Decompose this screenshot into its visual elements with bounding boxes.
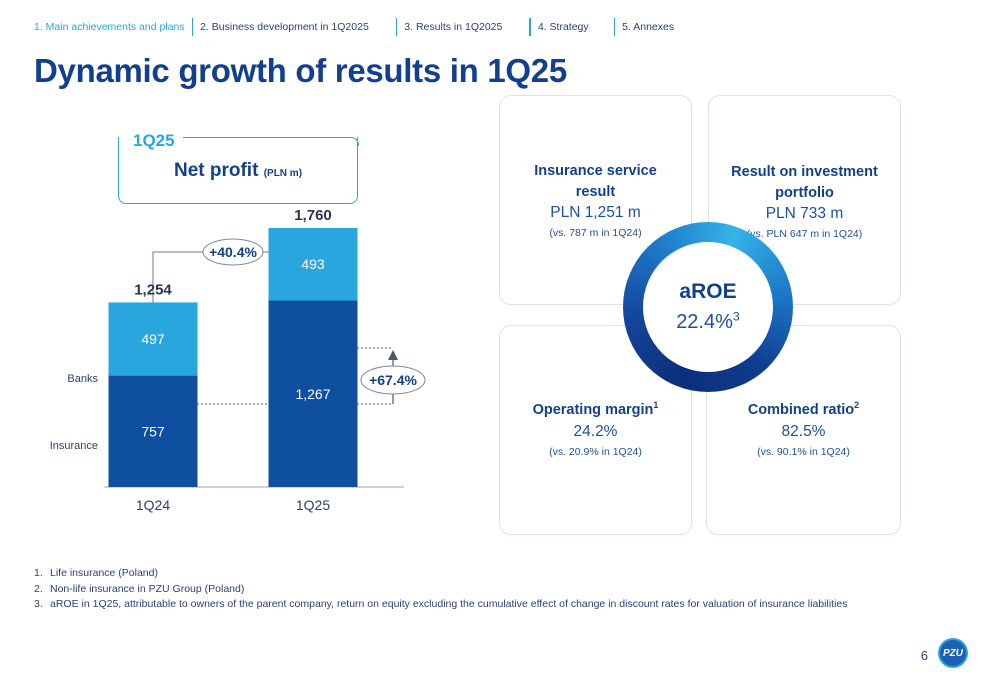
- kpi-title-combined-row: Combined ratio2: [707, 400, 900, 421]
- bar-banks-1q25: [268, 227, 358, 301]
- kpi-footnote-ref-operating: 1: [653, 400, 659, 411]
- bar-insurance-1q24: [108, 375, 198, 487]
- net-profit-header-box: [118, 137, 359, 204]
- kpi-value-insurance: PLN 1,251 m: [550, 204, 641, 221]
- pzu-logo: PZU: [938, 638, 968, 668]
- bar-insurance-1q25: [268, 300, 358, 487]
- aroe-label: aROE: [679, 280, 737, 303]
- kpi-title-operating: Operating margin: [532, 402, 654, 418]
- net-profit-title-row: Net profit (PLN m): [118, 160, 358, 182]
- net-profit-title: Net profit: [173, 160, 259, 181]
- series-label-insurance: Insurance: [50, 440, 98, 452]
- bar-value-label: 757: [141, 423, 165, 439]
- kpi-card-investment-portfolio: Result on investment portfolio PLN 733 m…: [708, 95, 901, 305]
- growth-label-total: +40.4%: [209, 244, 257, 260]
- kpi-title-insurance-line1: Insurance service: [534, 163, 657, 179]
- bar-total-label: 1,760: [294, 207, 332, 224]
- aroe-ring: aROE 22.4%3: [623, 222, 793, 392]
- nav-separator: [613, 18, 616, 36]
- footnotes-list: 1. Life insurance (Poland) 2. Non-life ins…: [34, 566, 848, 613]
- top-navigation: 1. Main achievements and plans 2. Busine…: [34, 18, 681, 36]
- kpi-card-combined-ratio: Combined ratio2 82.5% (vs. 90.1% in 1Q24…: [706, 325, 901, 535]
- footnote-item: 3. aROE in 1Q25, attributable to owners o…: [34, 597, 848, 613]
- net-profit-period: 1Q25: [133, 131, 175, 150]
- footnote-text: Life insurance (Poland): [50, 567, 158, 579]
- kpi-value-operating: 24.2%: [573, 423, 618, 440]
- footnote-item: 2. Non-life insurance in PZU Group (Polan…: [34, 582, 848, 598]
- net-profit-chart: Banks Insurance +40.4% +67.4% 757 497 1,25…: [50, 207, 426, 513]
- kpi-value-combined: 82.5%: [781, 423, 826, 440]
- kpi-value-investment: PLN 733 m: [765, 205, 844, 222]
- series-label-banks: Banks: [67, 373, 98, 385]
- bar-value-label: 497: [141, 331, 165, 347]
- nav-item-results[interactable]: 3. Results in 1Q2025: [404, 21, 503, 33]
- nav-separator: [395, 18, 398, 36]
- footnote-number: 1.: [34, 567, 43, 579]
- nav-item-annexes[interactable]: 5. Annexes: [622, 21, 675, 33]
- footnote-number: 2.: [34, 582, 43, 595]
- growth-ellipse-insurance: [360, 365, 426, 395]
- insurance-growth-arrow-head: [388, 350, 398, 360]
- chart-bars-layer: 757 497 1,254 1Q24 1,267 493 1,760 1Q25: [108, 207, 358, 513]
- kpi-comparison-operating: (vs. 20.9% in 1Q24): [549, 446, 642, 458]
- kpi-comparison-insurance: (vs. 787 m in 1Q24): [549, 227, 642, 239]
- kpi-title-investment-line1: Result on investment: [731, 164, 878, 180]
- bar-value-label: 1,267: [295, 386, 330, 402]
- growth-ellipse-total: [202, 238, 264, 266]
- x-tick-label: 1Q24: [136, 497, 170, 513]
- footnote-text: Non-life insurance in PZU Group (Poland): [50, 582, 245, 595]
- aroe-footnote-ref: 3: [732, 309, 740, 324]
- kpi-title-insurance-line2: result: [575, 184, 616, 200]
- x-tick-label: 1Q25: [296, 497, 330, 513]
- nav-item-main-achievements[interactable]: 1. Main achievements and plans: [34, 21, 185, 33]
- bar-total-label: 1,254: [134, 281, 172, 298]
- bar-value-label: 493: [301, 256, 325, 272]
- kpi-footnote-ref-combined: 2: [854, 400, 860, 411]
- kpi-title-operating-row: Operating margin1: [500, 400, 691, 421]
- footnote-number: 3.: [34, 598, 43, 610]
- kpi-card-operating-margin: Operating margin1 24.2% (vs. 20.9% in 1Q…: [499, 325, 692, 535]
- net-profit-unit: (PLN m): [263, 168, 303, 179]
- nav-separator: [191, 18, 194, 36]
- kpi-title-combined: Combined ratio: [747, 402, 855, 418]
- chart-static-layer: Banks Insurance +40.4% +67.4%: [50, 238, 426, 488]
- kpi-comparison-investment: (vs. PLN 647 m in 1Q24): [746, 228, 863, 240]
- page-title: Dynamic growth of results in 1Q25: [34, 52, 567, 89]
- growth-label-insurance: +67.4%: [369, 372, 417, 388]
- aroe-value: 22.4%: [676, 311, 733, 333]
- page-number: 6: [920, 648, 928, 663]
- footnote-item: 1. Life insurance (Poland): [34, 566, 848, 582]
- kpi-comparison-combined: (vs. 90.1% in 1Q24): [757, 446, 850, 458]
- nav-item-strategy[interactable]: 4. Strategy: [537, 21, 589, 33]
- nav-item-business-development[interactable]: 2. Business development in 1Q2025: [200, 21, 369, 33]
- kpi-title-investment-line2: portfolio: [775, 185, 834, 201]
- footnote-text: aROE in 1Q25, attributable to owners of …: [50, 598, 848, 610]
- aroe-ring-center: [643, 242, 773, 372]
- nav-separator: [529, 18, 531, 36]
- aroe-value-row: 22.4%3: [623, 309, 793, 334]
- bar-banks-1q24: [108, 302, 198, 376]
